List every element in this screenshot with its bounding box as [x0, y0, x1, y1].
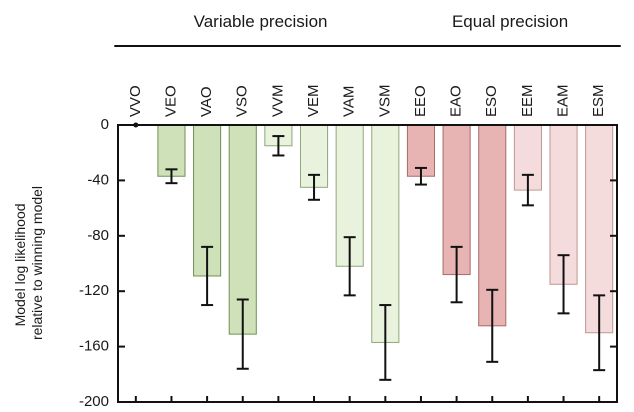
axes: 0 -40 -80 -120 -160 -200 — [79, 116, 618, 410]
bar-VEO — [157, 124, 186, 177]
error-bar-VAM — [343, 236, 356, 297]
category-label-EEO: EEO — [412, 85, 429, 117]
error-bar-EEO — [414, 166, 427, 186]
error-bar-EEM — [521, 173, 534, 207]
error-bars — [165, 135, 606, 381]
category-label-EAO: EAO — [448, 85, 465, 117]
y-axis-title-line-2: relative to winning model — [29, 186, 45, 340]
bar-marker-VVO — [133, 122, 139, 128]
error-bar-ESM — [593, 294, 606, 372]
y-tick-label-0: 0 — [101, 116, 109, 133]
group-headers: Variable precision Equal precision — [114, 12, 621, 47]
y-tick-label-4: -160 — [79, 338, 109, 355]
error-bar-VSM — [379, 304, 392, 381]
group-label-0: Variable precision — [194, 12, 328, 31]
y-tick-label-2: -80 — [87, 227, 109, 244]
category-label-EEM: EEM — [519, 84, 536, 117]
category-label-VSO: VSO — [234, 85, 251, 117]
category-label-VVO: VVO — [127, 85, 144, 117]
error-bar-EAO — [450, 245, 463, 304]
y-axis-title-line-1: Model log likelihood — [12, 203, 28, 326]
y-tick-label-5: -200 — [79, 393, 109, 410]
plot-frame — [117, 124, 618, 403]
category-label-VSM: VSM — [376, 84, 393, 117]
y-tick-label-3: -120 — [79, 282, 109, 299]
category-label-EAM: EAM — [555, 84, 572, 117]
category-label-ESO: ESO — [483, 85, 500, 117]
category-label-VEM: VEM — [305, 84, 322, 117]
y-tick-label-1: -40 — [87, 171, 109, 188]
group-label-1: Equal precision — [452, 12, 568, 31]
category-label-VVM: VVM — [269, 84, 286, 117]
error-bar-VEM — [308, 173, 321, 201]
error-bar-ESO — [486, 288, 499, 363]
error-bar-VAO — [201, 245, 214, 307]
error-bar-VEO — [165, 168, 178, 185]
category-label-VEO: VEO — [162, 85, 179, 117]
error-bar-EAM — [557, 254, 570, 315]
category-label-ESM: ESM — [590, 84, 607, 117]
y-axis-title: Model log likelihood relative to winning… — [12, 186, 45, 340]
category-label-VAO: VAO — [198, 86, 215, 117]
error-bar-VSO — [236, 298, 249, 370]
category-label-VAM: VAM — [341, 86, 358, 117]
category-labels: VVO VEO VAO VSO VVM VEM VAM VSM EEO EAO ESO EEM EAM E… — [127, 84, 607, 117]
error-bar-VVM — [272, 135, 285, 157]
